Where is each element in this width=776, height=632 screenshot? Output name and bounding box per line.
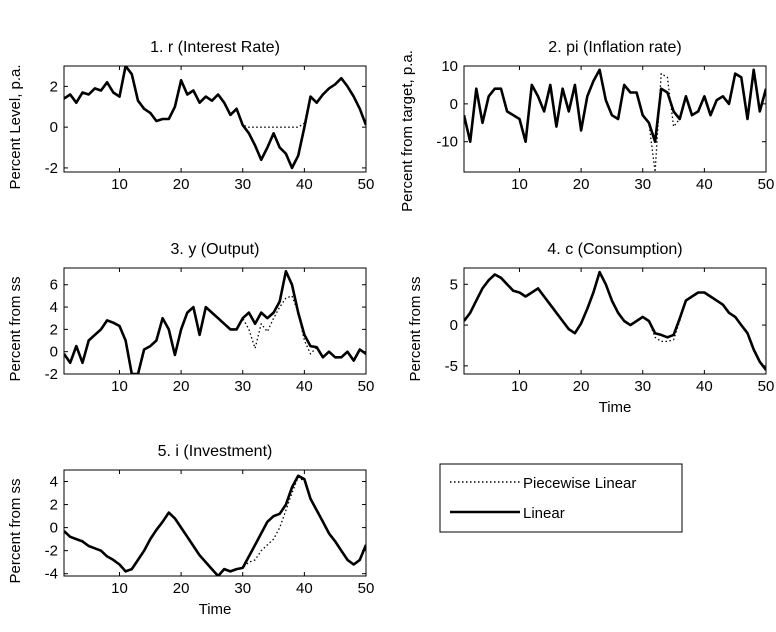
x-tick-label: 20 [573, 378, 590, 395]
x-tick-label: 50 [358, 176, 375, 193]
axes-box [63, 65, 367, 173]
x-tick-label: 10 [111, 378, 128, 395]
axes-box [463, 267, 767, 375]
x-tick-label: 50 [758, 378, 775, 395]
y-tick-label: -5 [445, 358, 458, 375]
x-tick-label: 50 [358, 378, 375, 395]
panel-title: 1. r (Interest Rate) [150, 39, 280, 56]
panel-title: 2. pi (Inflation rate) [548, 39, 681, 56]
y-tick-label: 0 [50, 520, 58, 537]
x-tick-label: 30 [634, 378, 651, 395]
y-tick-label: -4 [45, 566, 58, 583]
x-tick-label: 30 [234, 378, 251, 395]
linear-line [64, 269, 366, 374]
panel-title: 3. y (Output) [171, 241, 260, 258]
x-tick-label: 30 [234, 580, 251, 597]
y-tick-label: 2 [50, 321, 58, 338]
x-tick-label: 20 [573, 176, 590, 193]
x-tick-label: 10 [111, 176, 128, 193]
x-tick-label: 30 [634, 176, 651, 193]
panel-1: 10 20 30 40 50 -2 0 2 1. r (Interest Rate) Percen… [7, 39, 374, 193]
panel-title: 5. i (Investment) [158, 443, 273, 460]
legend-box [439, 463, 683, 533]
legend-label: Linear [523, 505, 565, 522]
x-tick-label: 20 [173, 176, 190, 193]
x-tick-label: 10 [111, 580, 128, 597]
panel-5: 10 20 30 40 50 -4 -2 0 2 4 5. i (Investment) Percen… [7, 443, 374, 618]
x-tick-label: 40 [296, 580, 313, 597]
x-tick-label: 50 [358, 580, 375, 597]
x-tick-label: 10 [511, 378, 528, 395]
y-tick-label: 5 [450, 276, 458, 293]
x-tick-label: 40 [696, 378, 713, 395]
y-tick-label: -2 [45, 366, 58, 383]
x-tick-label: 40 [296, 176, 313, 193]
x-tick-label: 20 [173, 378, 190, 395]
y-tick-label: 6 [50, 277, 58, 294]
y-tick-label: 0 [450, 96, 458, 113]
axes-box [63, 267, 367, 375]
y-tick-label: 0 [50, 344, 58, 361]
panel-2: 10 20 30 40 50 -10 0 10 2. pi (Inflation rate) Pe… [399, 39, 774, 212]
y-axis-label: Percent from ss [7, 478, 24, 583]
legend: Piecewise Linear Linear [439, 463, 683, 533]
y-axis-label: Percent Level, p.a. [7, 64, 24, 189]
x-tick-label: 50 [758, 176, 775, 193]
y-axis-label: Percent from ss [407, 276, 424, 381]
y-tick-label: 0 [50, 119, 58, 136]
x-axis-label: Time [599, 399, 632, 416]
y-tick-label: 0 [450, 317, 458, 334]
linear-line [64, 66, 366, 170]
y-tick-label: 4 [50, 299, 58, 316]
y-tick-label: 10 [441, 58, 458, 75]
panel-4: 10 20 30 40 50 -5 0 5 4. c (Consumption) Percent … [407, 241, 774, 416]
axes-box [463, 65, 767, 173]
linear-line [64, 474, 366, 576]
x-tick-label: 10 [511, 176, 528, 193]
panel-title: 4. c (Consumption) [547, 241, 682, 258]
panel-3: 10 20 30 40 50 -2 0 2 4 6 3. y (Output) Percent fro… [7, 241, 374, 395]
piecewise-linear-line [64, 476, 366, 576]
axes-box [63, 469, 367, 577]
y-tick-label: 4 [50, 474, 58, 491]
y-tick-label: -2 [45, 543, 58, 560]
x-tick-label: 40 [696, 176, 713, 193]
y-tick-label: 2 [50, 78, 58, 95]
linear-line [464, 270, 766, 371]
y-axis-label: Percent from ss [7, 276, 24, 381]
x-tick-label: 30 [234, 176, 251, 193]
y-tick-label: -10 [436, 134, 458, 151]
piecewise-linear-line [464, 69, 766, 172]
y-tick-label: 2 [50, 497, 58, 514]
y-tick-label: -2 [45, 160, 58, 177]
piecewise-linear-line [64, 295, 366, 374]
x-tick-label: 20 [173, 580, 190, 597]
linear-line [464, 68, 766, 143]
x-tick-label: 40 [296, 378, 313, 395]
y-axis-label: Percent from target, p.a. [399, 50, 416, 212]
x-axis-label: Time [199, 601, 232, 618]
legend-label: Piecewise Linear [523, 475, 636, 492]
